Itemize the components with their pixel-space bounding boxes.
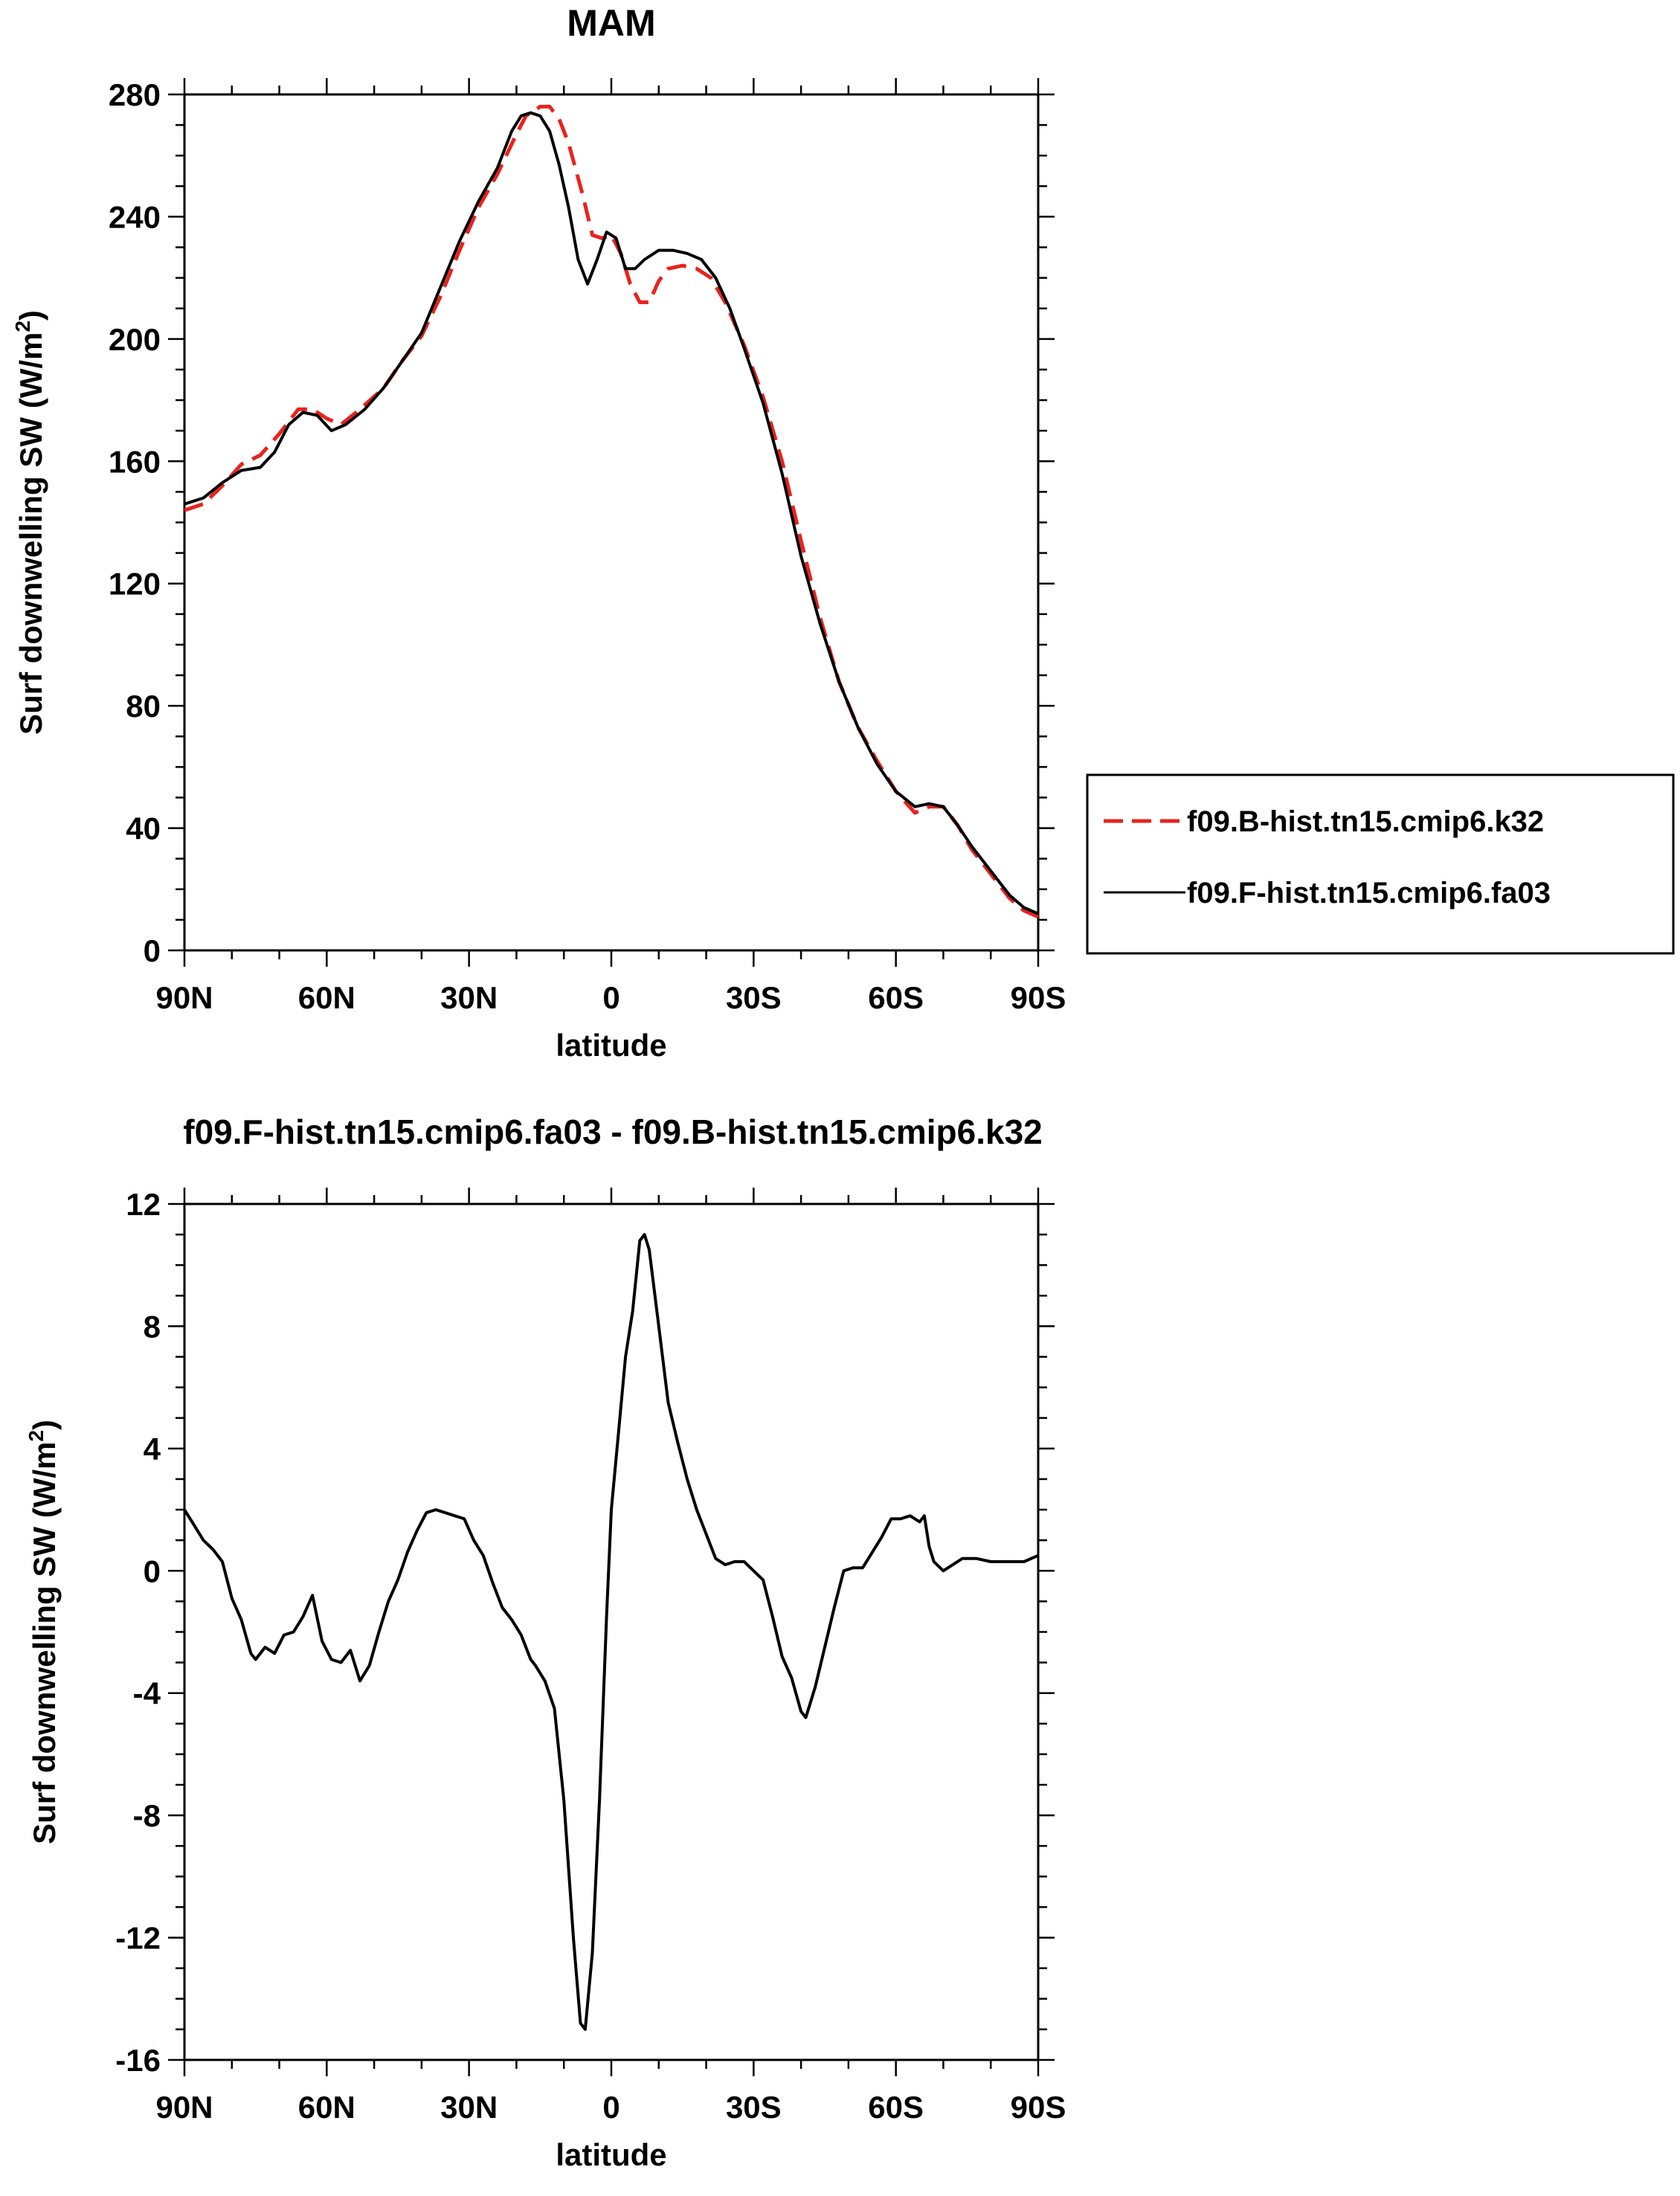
chart-title: f09.F-hist.tn15.cmip6.fa03 - f09.B-hist.… xyxy=(183,1113,1042,1151)
x-axis-label: latitude xyxy=(556,2137,666,2172)
x-tick-label: 0 xyxy=(602,980,619,1015)
plot-frame xyxy=(183,1202,1040,2061)
y-tick-label: 40 xyxy=(126,811,161,846)
y-tick-label: -8 xyxy=(133,1798,161,1833)
y-tick-label: 80 xyxy=(126,689,161,724)
y-tick-label: 0 xyxy=(144,1553,161,1588)
x-tick-label: 90N xyxy=(155,2090,213,2125)
y-tick-label: 200 xyxy=(109,322,161,357)
x-tick-label: 30S xyxy=(726,980,782,1015)
y-tick-label: 240 xyxy=(109,199,161,234)
series-line-1 xyxy=(183,1233,1039,2031)
x-tick-label: 60N xyxy=(298,980,355,1015)
x-tick-label: 60S xyxy=(868,2090,924,2125)
y-tick-label: 160 xyxy=(109,444,161,479)
plot-frame xyxy=(183,93,1040,952)
y-tick-label: 0 xyxy=(144,933,161,968)
y-tick-label: -16 xyxy=(115,2043,161,2078)
y-tick-label: -12 xyxy=(115,1921,161,1956)
series-line-1 xyxy=(184,104,1039,919)
top-chart: MAM 0 40 80 120 160 200 240 280 90N 60N 30N 0 30S 60S 9… xyxy=(11,2,1675,1063)
x-tick-label: 30N xyxy=(440,980,498,1015)
x-tick-label: 90N xyxy=(155,980,213,1015)
y-axis-label: Surf downwelling SW (W/m2) xyxy=(25,1420,62,1844)
y-tick-label: 4 xyxy=(144,1432,161,1466)
legend-label: f09.B-hist.tn15.cmip6.k32 xyxy=(1187,805,1544,838)
y-tick-label: 280 xyxy=(109,77,161,112)
x-tick-label: 90S xyxy=(1011,2090,1066,2125)
legend-box xyxy=(1086,773,1675,955)
x-axis-label: latitude xyxy=(556,1028,666,1063)
y-tick-label: 120 xyxy=(109,567,161,602)
y-tick-label: 12 xyxy=(126,1187,161,1222)
x-tick-label: 0 xyxy=(602,2090,619,2125)
x-tick-label: 60S xyxy=(868,980,924,1015)
series-line-2 xyxy=(184,111,1039,915)
x-tick-label: 60N xyxy=(298,2090,355,2125)
y-axis-label: Surf downwelling SW (W/m2) xyxy=(11,310,48,735)
x-tick-label: 30S xyxy=(726,2090,782,2125)
x-tick-label: 30N xyxy=(440,2090,498,2125)
y-tick-label: -4 xyxy=(133,1676,161,1711)
legend-label: f09.F-hist.tn15.cmip6.fa03 xyxy=(1187,877,1551,909)
bottom-chart: f09.F-hist.tn15.cmip6.fa03 - f09.B-hist.… xyxy=(25,1113,1066,2172)
chart-title: MAM xyxy=(567,2,655,44)
x-tick-label: 90S xyxy=(1011,980,1066,1015)
y-tick-label: 8 xyxy=(144,1309,161,1344)
